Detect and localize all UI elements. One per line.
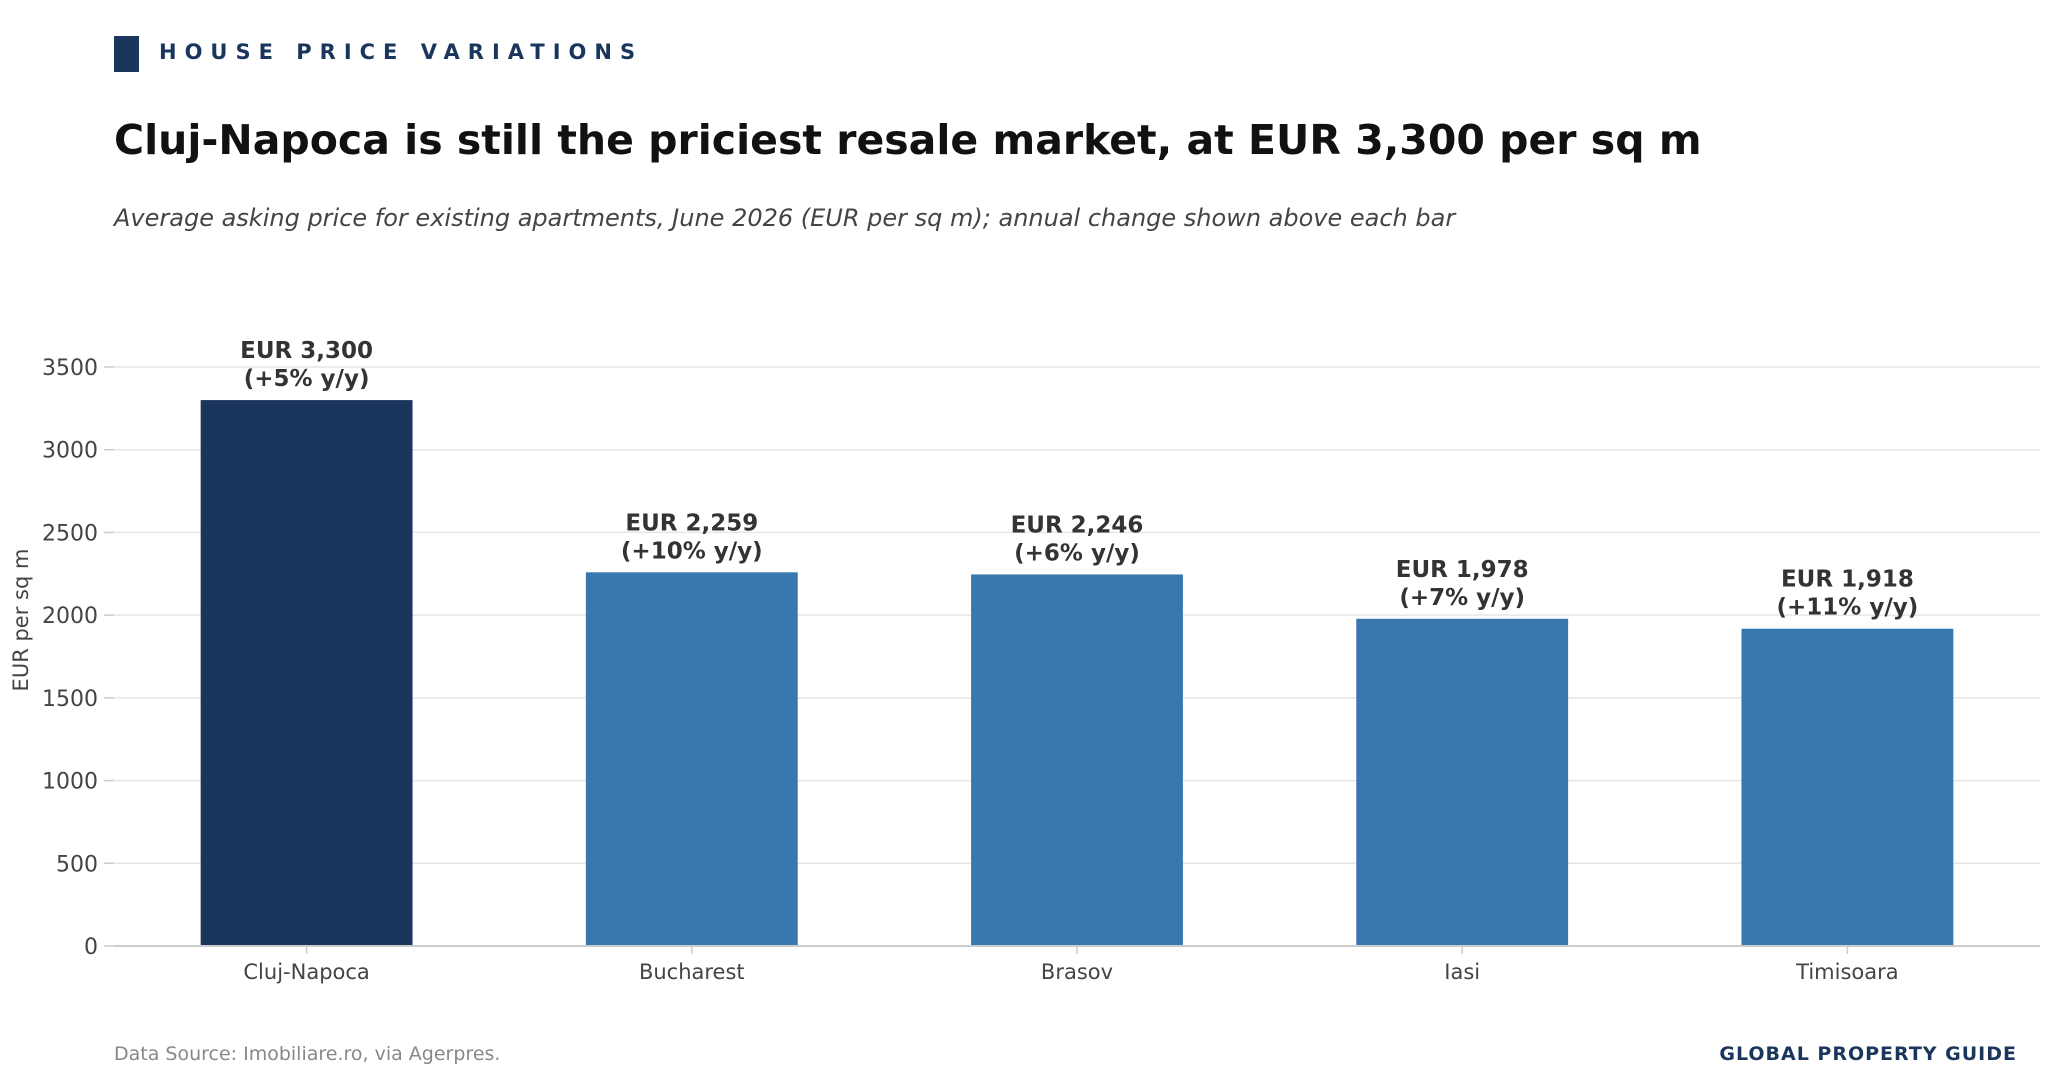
x-tick-label: Bucharest xyxy=(639,960,745,984)
y-tick-label: 2000 xyxy=(42,604,98,629)
y-tick-label: 3000 xyxy=(42,439,98,464)
y-tick-label: 500 xyxy=(56,852,98,877)
chart-subtitle: Average asking price for existing apartm… xyxy=(114,204,1456,232)
x-tick-label: Cluj-Napoca xyxy=(243,960,369,984)
bar-bucharest xyxy=(585,572,798,946)
data-label: (+7% y/y) xyxy=(1399,585,1525,611)
brand-logo-text: GLOBAL PROPERTY GUIDE xyxy=(1719,1043,2017,1065)
data-label: (+5% y/y) xyxy=(244,366,370,392)
y-tick-label: 1500 xyxy=(42,687,98,712)
data-source: Data Source: Imobiliare.ro, via Agerpres… xyxy=(114,1043,501,1065)
kicker-label: HOUSE PRICE VARIATIONS xyxy=(159,40,644,64)
x-tick-label: Iasi xyxy=(1444,960,1480,984)
data-label: EUR 2,246 xyxy=(1011,512,1144,538)
y-tick-label: 1000 xyxy=(42,770,98,795)
data-label: (+11% y/y) xyxy=(1777,595,1919,621)
x-tick-label: Brasov xyxy=(1041,960,1113,984)
bar-brasov xyxy=(971,574,1183,946)
bars xyxy=(200,400,1954,947)
y-tick-label: 3500 xyxy=(42,356,98,381)
data-labels: EUR 3,300(+5% y/y) EUR 2,259(+10% y/y) EUR… xyxy=(240,338,1918,621)
bar-iasi xyxy=(1356,618,1569,946)
y-tick-label: 0 xyxy=(84,935,98,960)
data-label: EUR 3,300 xyxy=(240,338,373,364)
data-label: EUR 1,978 xyxy=(1396,557,1529,583)
data-label: (+10% y/y) xyxy=(621,538,763,564)
kicker-marker xyxy=(114,36,139,72)
axis-ticks: 0 500 1000 1500 2000 2500 3000 3500 Cluj-Napoca B… xyxy=(42,356,2040,984)
y-axis-label: EUR per sq m xyxy=(9,549,33,692)
data-label: EUR 1,918 xyxy=(1781,567,1914,593)
x-tick-label: Timisoara xyxy=(1795,960,1898,984)
y-tick-label: 2500 xyxy=(42,521,98,546)
bar-timisoara xyxy=(1741,628,1954,946)
data-label: EUR 2,259 xyxy=(625,510,758,536)
bar-cluj-napoca xyxy=(200,400,413,947)
data-label: (+6% y/y) xyxy=(1014,540,1140,566)
chart-title: Cluj-Napoca is still the priciest resale… xyxy=(114,116,1702,164)
